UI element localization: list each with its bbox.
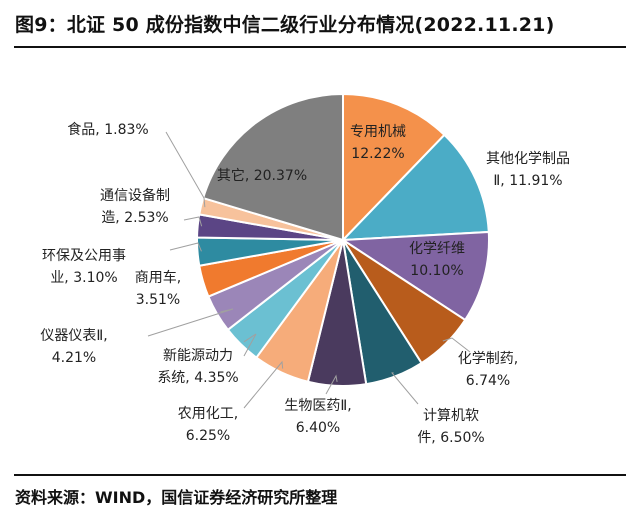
leader-line-13	[165, 131, 206, 208]
slice-label-6: 生物医药Ⅱ, 6.40%	[284, 398, 351, 436]
leader-line-8	[243, 333, 257, 357]
slice-label-1: 专用机械 12.22%	[350, 124, 406, 162]
slice-label-9: 仪器仪表Ⅱ, 4.21%	[40, 328, 107, 366]
slice-label-5: 计算机软件, 6.50%	[417, 408, 484, 446]
leader-line-5	[391, 372, 419, 405]
slice-label-14: 其它, 20.37%	[217, 167, 307, 184]
slice-label-13: 食品, 1.83%	[67, 121, 148, 138]
source-rule	[14, 474, 626, 476]
leader-lines	[147, 131, 471, 409]
slice-label-11: 环保及公用事业, 3.10%	[42, 248, 126, 286]
pie-slice-14	[201, 92, 344, 242]
leader-line-7	[243, 360, 284, 409]
slice-label-12: 通信设备制造, 2.53%	[100, 187, 170, 226]
slice-labels: 专用机械 12.22% 其他化学制品 Ⅱ, 11.91% 化学纤维 10.10% 化学制药,…	[40, 121, 570, 446]
leader-line-11	[169, 242, 202, 252]
pie-slices	[196, 92, 490, 387]
chart-title: 图9：北证 50 成份指数中信二级行业分布情况(2022.11.21)	[15, 14, 555, 36]
slice-label-7: 农用化工, 6.25%	[178, 406, 238, 444]
pie-slice-2	[340, 133, 490, 242]
leader-line-4	[442, 337, 471, 353]
title-rule	[14, 46, 626, 48]
leader-line-9	[147, 308, 234, 337]
slice-label-2: 其他化学制品 Ⅱ, 11.91%	[486, 151, 570, 189]
pie-slice-1	[342, 92, 446, 243]
source-note: 资料来源：WIND，国信证券经济研究所整理	[15, 488, 338, 507]
leader-line-6	[325, 374, 338, 395]
slice-label-4: 化学制药, 6.74%	[458, 351, 518, 389]
slice-label-3: 化学纤维 10.10%	[409, 241, 465, 279]
leader-line-12	[183, 216, 203, 227]
slice-label-8: 新能源动力系统, 4.35%	[157, 348, 238, 386]
pie-slice-3	[339, 230, 490, 322]
slice-label-10: 商用车, 3.51%	[135, 269, 181, 308]
